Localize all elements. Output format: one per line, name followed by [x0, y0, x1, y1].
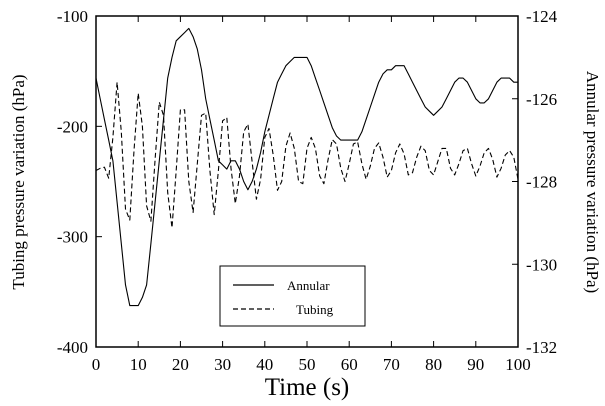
legend-tubing-label: Tubing — [296, 302, 334, 317]
left-y-tick-label: -100 — [57, 7, 88, 26]
left-y-axis-ticks: -100 -200 -300 -400 — [57, 7, 102, 357]
x-tick-label: 0 — [92, 355, 101, 374]
series-layer — [95, 27, 519, 307]
x-axis-title: Time (s) — [265, 374, 350, 401]
right-y-tick-label: -132 — [526, 338, 557, 357]
legend-box — [219, 265, 366, 327]
right-y-tick-label: -128 — [526, 173, 557, 192]
left-y-axis-title: Tubing pressure variation (hPa) — [9, 74, 28, 289]
x-tick-label: 90 — [467, 355, 484, 374]
left-y-tick-label: -300 — [57, 228, 88, 247]
series-line-annular — [95, 27, 518, 307]
left-y-tick-label: -200 — [57, 117, 88, 136]
legend: Annular Tubing — [219, 265, 366, 327]
x-axis-ticks: 0 10 20 30 40 50 60 70 80 90 100 — [92, 16, 531, 374]
right-y-tick-label: -130 — [526, 255, 557, 274]
x-tick-label: 50 — [299, 355, 316, 374]
x-tick-label: 30 — [214, 355, 231, 374]
x-tick-label: 80 — [425, 355, 442, 374]
x-tick-label: 100 — [505, 355, 531, 374]
right-y-axis-ticks: -124 -126 -128 -130 -132 — [512, 7, 558, 357]
x-tick-label: 10 — [130, 355, 147, 374]
left-y-tick-label: -400 — [57, 338, 88, 357]
series-line-tubing — [95, 81, 519, 229]
right-y-axis-title: Annular pressure variation (hPa) — [583, 71, 602, 293]
x-tick-label: 40 — [256, 355, 273, 374]
x-tick-label: 60 — [341, 355, 358, 374]
right-y-tick-label: -124 — [526, 7, 558, 26]
x-tick-label: 20 — [172, 355, 189, 374]
legend-annular-label: Annular — [287, 278, 330, 293]
x-tick-label: 70 — [383, 355, 400, 374]
right-y-tick-label: -126 — [526, 90, 557, 109]
